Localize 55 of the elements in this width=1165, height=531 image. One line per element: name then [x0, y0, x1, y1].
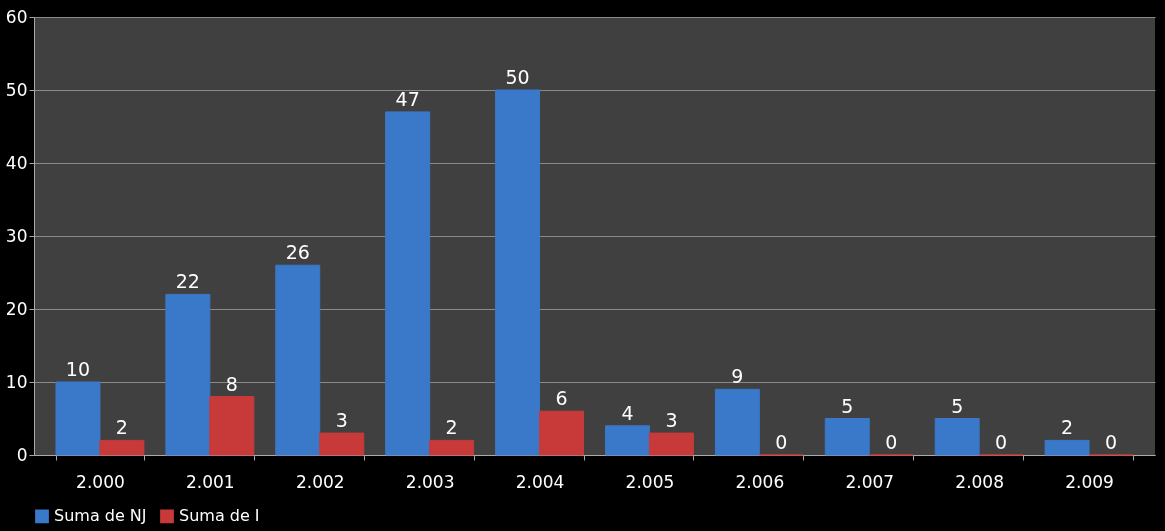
- data-label: 3: [335, 409, 348, 432]
- data-label: 0: [885, 431, 898, 453]
- bar: [319, 432, 365, 456]
- x-tick-label: 2.008: [955, 471, 1004, 492]
- bar: [275, 264, 321, 456]
- x-tick-label: 2.002: [295, 471, 345, 492]
- bar: [495, 89, 541, 456]
- y-tick-label: 30: [5, 225, 28, 246]
- data-label: 26: [285, 241, 310, 264]
- bar: [99, 439, 145, 456]
- x-tick-label: 2.005: [625, 471, 675, 492]
- y-tick-label: 20: [5, 298, 28, 319]
- data-label: 0: [995, 431, 1008, 453]
- bar: [934, 418, 980, 456]
- data-label: 8: [225, 372, 238, 395]
- x-tick-label: 2.009: [1065, 471, 1114, 492]
- legend-label: Suma de I: [179, 506, 260, 526]
- x-tick-label: 2.006: [735, 471, 785, 492]
- data-label: 6: [555, 387, 568, 410]
- x-tick-label: 2.004: [515, 471, 565, 492]
- data-label: 50: [505, 66, 530, 88]
- legend-label: Suma de NJ: [54, 506, 147, 526]
- y-tick-label: 60: [5, 6, 28, 27]
- y-tick-label: 40: [5, 152, 28, 173]
- data-label: 5: [951, 394, 964, 417]
- data-label: 10: [65, 358, 91, 380]
- x-tick-label: 2.007: [845, 471, 895, 492]
- bar: [209, 396, 255, 456]
- data-label: 5: [841, 394, 854, 417]
- bar: [55, 381, 101, 456]
- data-label: 2: [115, 416, 128, 439]
- data-label: 0: [1104, 431, 1118, 453]
- data-label: 22: [175, 270, 200, 293]
- bar: [824, 418, 870, 456]
- y-tick-label: 0: [16, 444, 28, 465]
- bar: [539, 410, 585, 456]
- bar: [648, 432, 694, 456]
- x-tick-label: 2.003: [405, 471, 455, 492]
- data-label: 3: [665, 409, 678, 432]
- data-label: 2: [445, 416, 458, 439]
- y-tick-label: 10: [5, 371, 28, 392]
- bar: [165, 293, 211, 456]
- data-label: 47: [395, 87, 420, 110]
- x-tick-label: 2.001: [186, 471, 235, 492]
- data-label: 9: [731, 365, 744, 388]
- bar: [1044, 439, 1090, 456]
- data-label: 2: [1061, 416, 1074, 439]
- bar: [385, 111, 431, 456]
- x-tick-label: 2.000: [76, 471, 125, 492]
- data-label: 0: [775, 431, 788, 453]
- bar: [604, 425, 650, 456]
- data-label: 4: [621, 401, 634, 424]
- bar: [714, 388, 760, 456]
- y-tick-label: 50: [5, 79, 28, 100]
- bar: [429, 439, 475, 456]
